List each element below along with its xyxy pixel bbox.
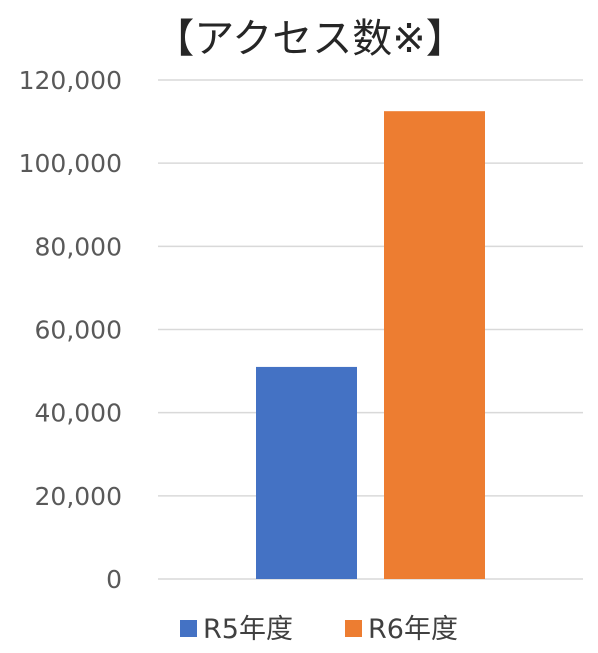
y-tick-label: 0 [106, 565, 122, 594]
bars [256, 111, 485, 579]
legend-label: R6年度 [368, 614, 458, 645]
legend: R5年度 R6年度 [180, 614, 458, 645]
legend-swatch [345, 620, 362, 637]
y-tick-label: 120,000 [19, 66, 122, 95]
y-tick-label: 100,000 [19, 149, 122, 178]
legend-label: R5年度 [203, 614, 293, 645]
y-tick-label: 20,000 [35, 482, 122, 511]
y-tick-label: 40,000 [35, 399, 122, 428]
legend-swatch [180, 620, 197, 637]
gridlines [158, 79, 583, 580]
y-tick-label: 80,000 [35, 232, 122, 261]
bar-r6 [384, 111, 485, 579]
y-tick-label: 60,000 [35, 316, 122, 345]
chart-title: 【アクセス数※】 [154, 16, 466, 62]
bar-r5 [256, 366, 357, 579]
y-axis-ticks: 0 20,000 40,000 60,000 80,000 100,000 120,000 [19, 66, 122, 594]
